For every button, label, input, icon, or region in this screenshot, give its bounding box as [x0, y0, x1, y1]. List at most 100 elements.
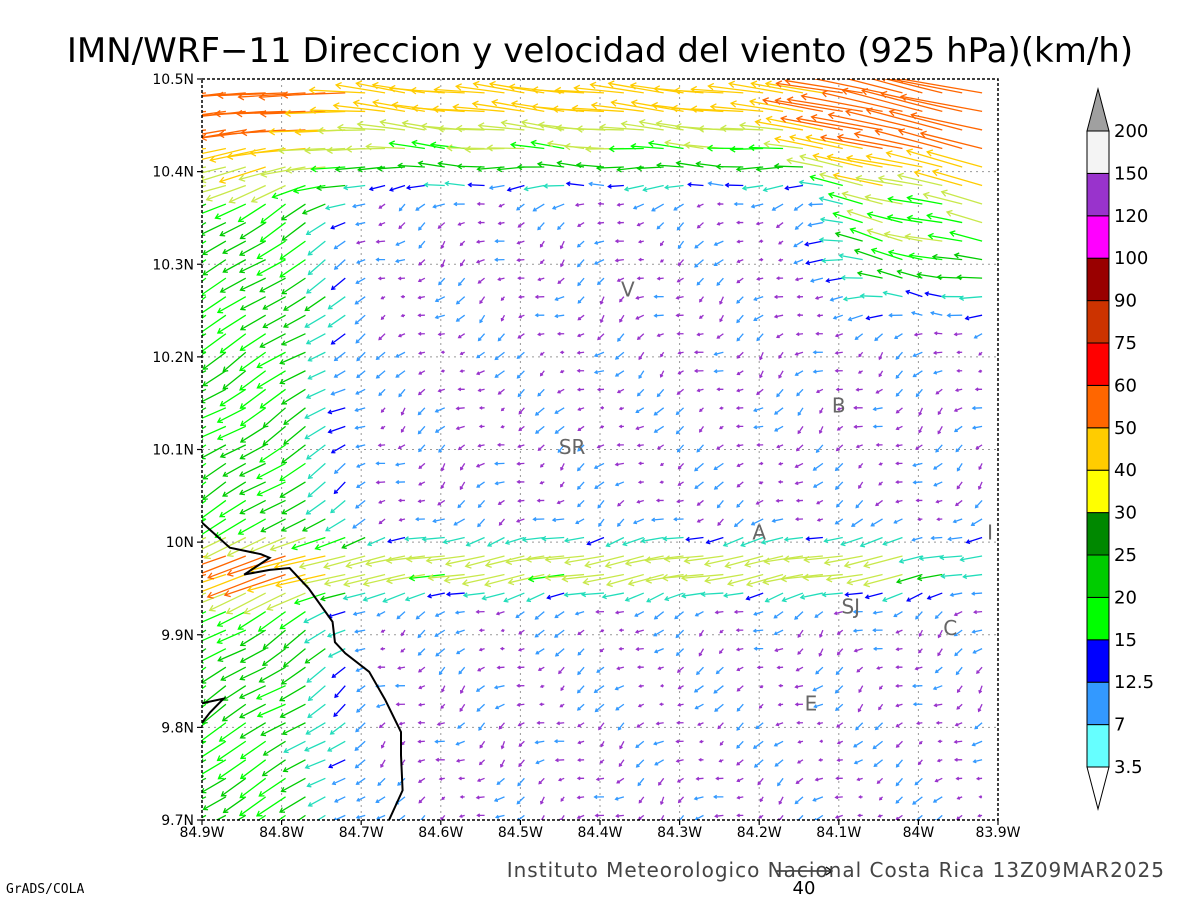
wind-arrow	[675, 313, 684, 318]
wind-arrow	[437, 125, 485, 133]
wind-arrow	[202, 203, 227, 215]
wind-arrow	[202, 573, 247, 593]
wind-arrow	[539, 702, 545, 707]
wind-arrow	[256, 703, 286, 718]
wind-arrow	[795, 814, 804, 820]
wind-arrow	[279, 703, 306, 719]
wind-arrow	[736, 462, 744, 468]
wind-arrow	[517, 388, 525, 398]
wind-arrow	[853, 424, 863, 429]
wind-arrow	[703, 555, 744, 568]
wind-arrow	[940, 189, 983, 205]
wind-arrow	[491, 98, 545, 113]
wind-arrow	[223, 573, 286, 598]
wind-arrow	[973, 610, 983, 615]
wind-arrow	[401, 629, 406, 637]
wind-arrow	[774, 759, 784, 767]
wind-arrow	[496, 665, 505, 670]
wind-arrow	[472, 80, 525, 94]
wind-arrow	[457, 500, 466, 509]
wind-arrow	[516, 240, 525, 245]
wind-arrow	[516, 351, 525, 359]
wind-arrow	[380, 629, 386, 633]
wind-arrow	[740, 536, 764, 548]
wind-arrow	[517, 499, 525, 503]
wind-arrow	[932, 796, 943, 803]
wind-arrow	[638, 351, 645, 361]
wind-arrow	[202, 129, 246, 139]
wind-arrow	[834, 333, 843, 338]
wind-arrow	[499, 646, 505, 651]
wind-arrow	[398, 203, 406, 212]
wind-arrow	[898, 555, 923, 564]
wind-arrow	[812, 350, 823, 355]
wind-arrow	[239, 703, 266, 719]
wind-arrow	[437, 222, 446, 229]
wind-arrow	[956, 796, 963, 800]
wind-arrow	[497, 388, 505, 395]
wind-arrow	[771, 518, 784, 523]
wind-arrow	[554, 296, 565, 301]
wind-arrow	[795, 115, 863, 131]
wind-arrow	[417, 648, 426, 656]
wind-arrow	[534, 611, 545, 620]
wind-arrow	[418, 370, 426, 375]
wind-arrow	[396, 814, 406, 820]
wind-arrow	[455, 740, 465, 746]
wind-arrow	[599, 425, 605, 429]
wind-arrow	[323, 573, 366, 587]
wind-arrow	[975, 444, 983, 450]
wind-arrow	[222, 259, 247, 273]
wind-arrow	[753, 296, 764, 302]
wind-arrow	[795, 666, 804, 672]
wind-arrow	[438, 666, 446, 676]
wind-arrow	[237, 203, 267, 223]
wind-arrow	[455, 406, 465, 411]
wind-arrow	[823, 555, 863, 566]
wind-arrow	[750, 80, 804, 94]
wind-arrow	[498, 203, 505, 208]
wind-arrow	[306, 277, 326, 294]
wind-arrow	[977, 369, 983, 373]
wind-arrow	[362, 573, 406, 587]
wind-arrow	[685, 536, 704, 542]
wind-arrow	[593, 370, 605, 375]
wind-arrow	[794, 462, 804, 469]
wind-arrow	[816, 518, 824, 522]
wind-arrow	[696, 332, 704, 337]
wind-arrow	[736, 220, 744, 225]
wind-arrow	[257, 611, 286, 632]
wind-arrow	[617, 499, 625, 507]
wind-arrow	[797, 407, 804, 416]
wind-arrow	[594, 703, 605, 713]
wind-arrow	[880, 90, 963, 113]
wind-arrow	[872, 646, 883, 651]
wind-arrow	[877, 175, 923, 187]
wind-arrow	[279, 611, 306, 630]
wind-arrow	[895, 647, 903, 652]
wind-arrow	[738, 121, 784, 131]
wind-arrow	[378, 333, 386, 341]
wind-arrow	[895, 461, 903, 466]
wind-arrow	[896, 269, 923, 279]
wind-arrow	[696, 518, 704, 523]
wind-arrow	[475, 685, 485, 692]
wind-arrow	[478, 406, 485, 410]
wind-arrow	[659, 480, 664, 484]
wind-arrow	[554, 629, 565, 638]
wind-arrow	[465, 536, 485, 547]
wind-arrow	[437, 332, 445, 337]
wind-arrow	[515, 611, 525, 619]
wind-arrow	[794, 370, 804, 376]
wind-arrow	[694, 240, 704, 249]
wind-arrow	[618, 406, 625, 411]
wind-arrow	[400, 313, 406, 318]
wind-arrow	[677, 462, 685, 470]
wind-arrow	[660, 351, 665, 358]
wind-arrow	[541, 535, 565, 542]
wind-arrow	[815, 388, 824, 394]
wind-arrow	[225, 592, 266, 615]
wind-arrow	[258, 777, 286, 797]
wind-arrow	[599, 296, 605, 305]
wind-arrow	[895, 425, 903, 431]
